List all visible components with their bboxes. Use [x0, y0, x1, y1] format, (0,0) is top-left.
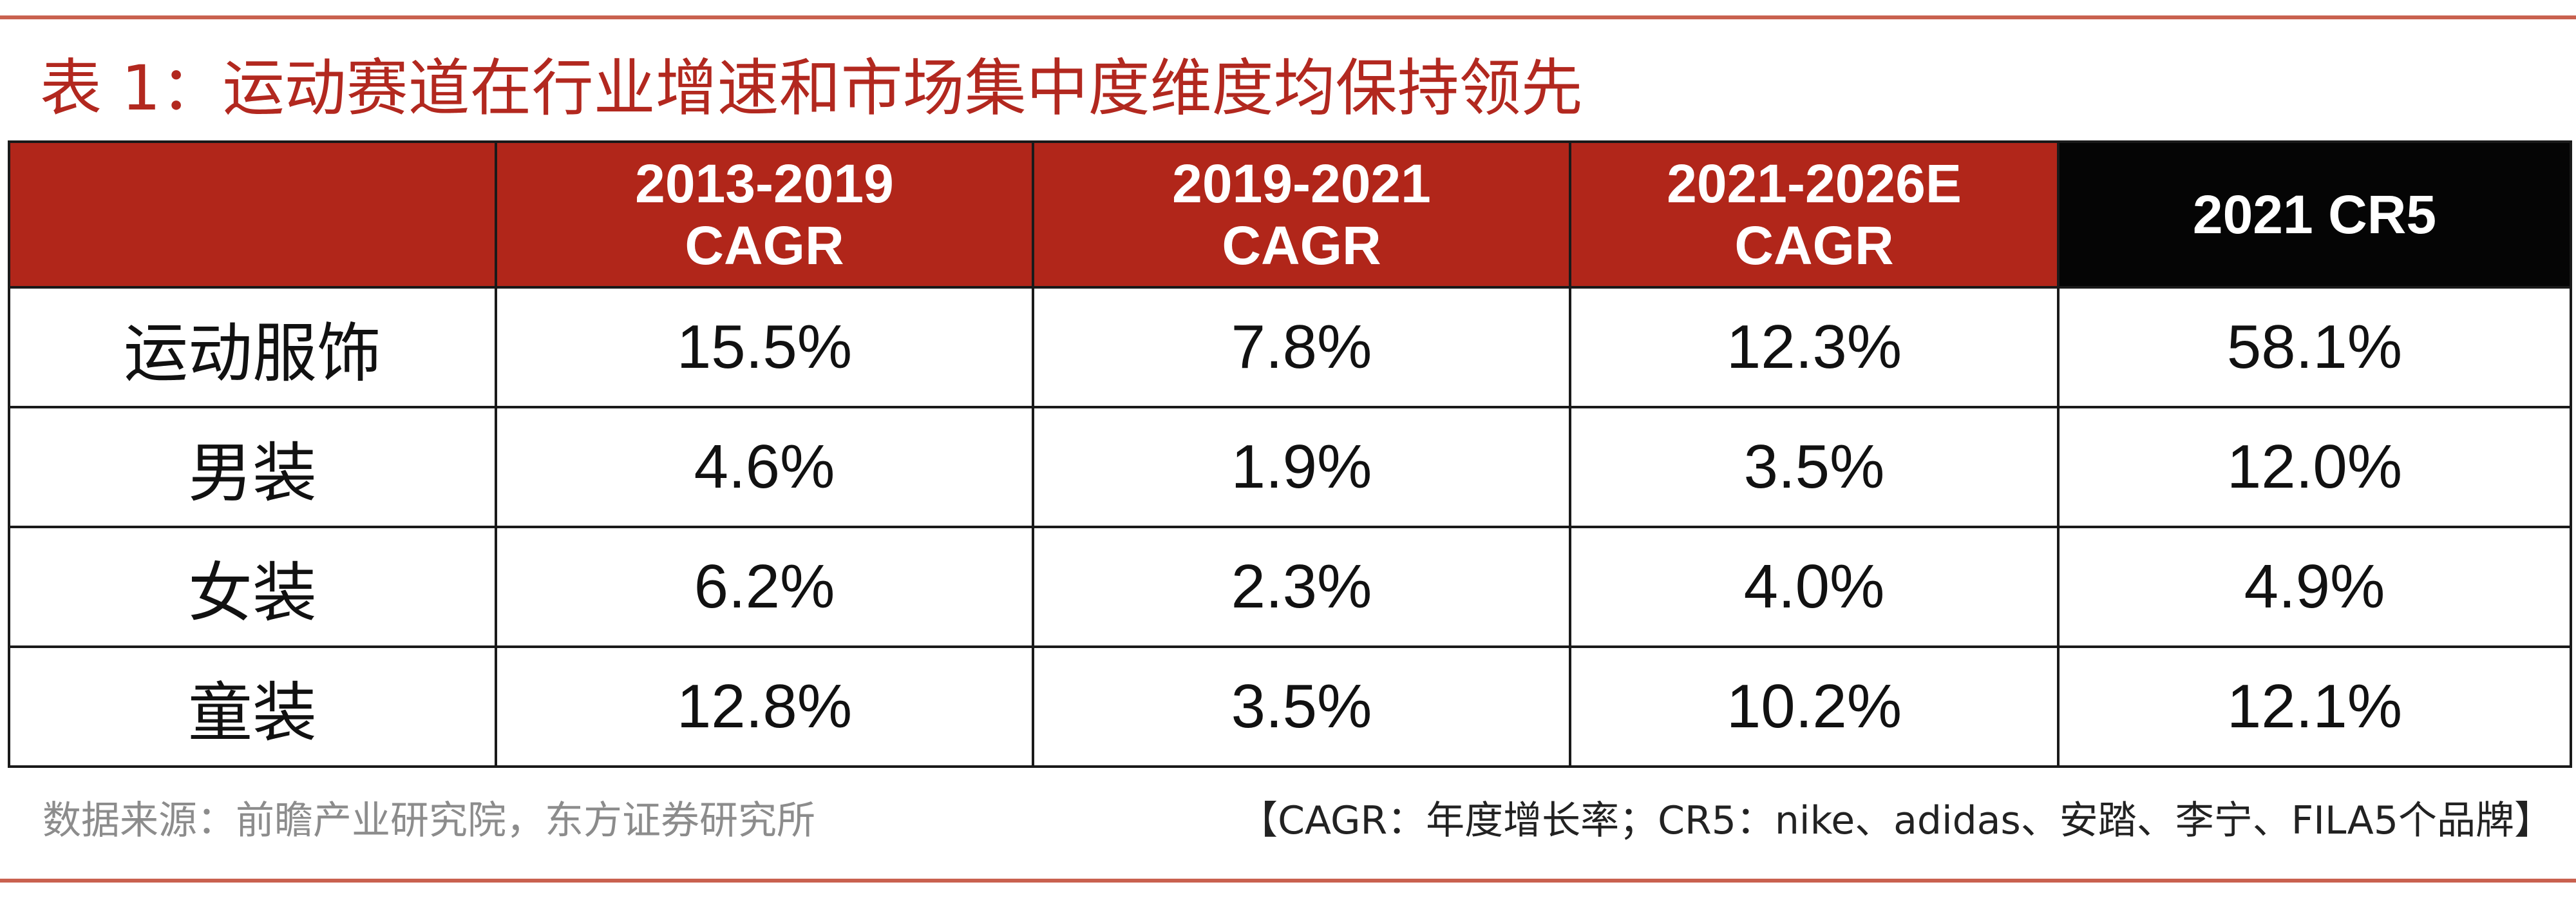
- header-cell-2013-2019: 2013-2019 CAGR: [495, 140, 1034, 289]
- header-cell-2021-2026e: 2021-2026E CAGR: [1569, 140, 2060, 289]
- table-cell: 4.9%: [2057, 526, 2572, 648]
- table-row: 女装 6.2% 2.3% 4.0% 4.9%: [8, 526, 2572, 648]
- header-line: 2021-2026E: [1667, 153, 1962, 214]
- table-cell: 58.1%: [2057, 286, 2572, 408]
- header-line: 2021 CR5: [2192, 184, 2437, 245]
- table-cell: 10.2%: [1569, 645, 2060, 768]
- data-table: 2013-2019 CAGR 2019-2021 CAGR 2021-2026E…: [8, 140, 2572, 768]
- header-row: 2013-2019 CAGR 2019-2021 CAGR 2021-2026E…: [8, 140, 2572, 289]
- header-line: CAGR: [1222, 215, 1381, 276]
- table-cell: 12.8%: [495, 645, 1034, 768]
- table-cell: 1.9%: [1032, 406, 1571, 528]
- footnote-text: 【CAGR：年度增长率；CR5：nike、adidas、安踏、李宁、FILA5个…: [1239, 798, 2553, 843]
- top-rule: [0, 15, 2576, 19]
- table-cell: 2.3%: [1032, 526, 1571, 648]
- table-cell: 3.5%: [1569, 406, 2060, 528]
- bottom-rule: [0, 879, 2576, 883]
- table-cell: 12.1%: [2057, 645, 2572, 768]
- table-cell: 4.0%: [1569, 526, 2060, 648]
- header-line: CAGR: [685, 215, 844, 276]
- header-line: 2013-2019: [635, 153, 894, 214]
- header-line: CAGR: [1734, 215, 1894, 276]
- table-row: 童装 12.8% 3.5% 10.2% 12.1%: [8, 645, 2572, 768]
- header-cell-cr5: 2021 CR5: [2057, 140, 2572, 289]
- header-cell-corner: [8, 140, 497, 289]
- table-cell: 3.5%: [1032, 645, 1571, 768]
- table-cell: 12.3%: [1569, 286, 2060, 408]
- header-cell-2019-2021: 2019-2021 CAGR: [1032, 140, 1571, 289]
- header-line: 2019-2021: [1172, 153, 1431, 214]
- table-cell: 15.5%: [495, 286, 1034, 408]
- table-row: 运动服饰 15.5% 7.8% 12.3% 58.1%: [8, 286, 2572, 408]
- row-label: 运动服饰: [8, 286, 497, 408]
- table-cell: 7.8%: [1032, 286, 1571, 408]
- table-cell: 6.2%: [495, 526, 1034, 648]
- table-cell: 4.6%: [495, 406, 1034, 528]
- source-text: 数据来源：前瞻产业研究院，东方证券研究所: [43, 798, 815, 843]
- table-cell: 12.0%: [2057, 406, 2572, 528]
- table-title: 表 1：运动赛道在行业增速和市场集中度维度均保持领先: [40, 52, 1583, 124]
- row-label: 童装: [8, 645, 497, 768]
- table-row: 男装 4.6% 1.9% 3.5% 12.0%: [8, 406, 2572, 528]
- row-label: 女装: [8, 526, 497, 648]
- row-label: 男装: [8, 406, 497, 528]
